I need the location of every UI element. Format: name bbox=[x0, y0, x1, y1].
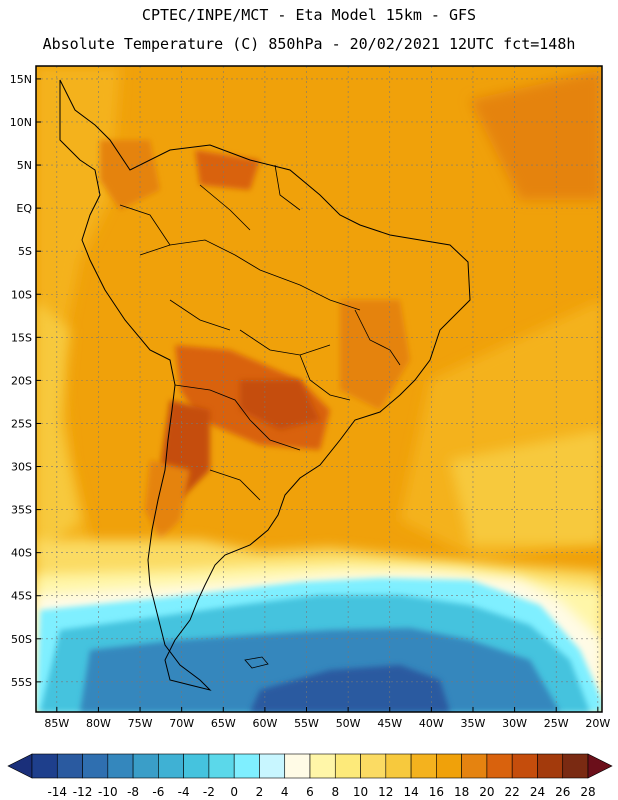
colorbar-box bbox=[486, 753, 513, 779]
atlantic-band-cool bbox=[450, 430, 602, 545]
colorbar-box bbox=[284, 753, 311, 779]
colorbar-box bbox=[259, 753, 286, 779]
colorbar-box bbox=[537, 753, 564, 779]
colorbar-boxes bbox=[7, 753, 613, 779]
lon-tick-label: 45W bbox=[377, 717, 402, 730]
lat-tick-label: 50S bbox=[11, 633, 32, 646]
lon-tick-label: 85W bbox=[44, 717, 69, 730]
colorbar-box bbox=[82, 753, 109, 779]
lat-tick-label: 35S bbox=[11, 504, 32, 517]
temperature-field bbox=[36, 66, 602, 712]
colorbar-box bbox=[410, 753, 437, 779]
colorbar-under-arrow bbox=[7, 753, 33, 779]
colorbar-label: -2 bbox=[203, 785, 215, 799]
colorbar-box bbox=[334, 753, 361, 779]
coastline bbox=[59, 79, 471, 691]
colorbar-box bbox=[562, 753, 589, 779]
colorbar-label: 0 bbox=[230, 785, 238, 799]
colorbar-box bbox=[385, 753, 412, 779]
colorbar-label: -8 bbox=[127, 785, 139, 799]
lon-tick-label: 20W bbox=[585, 717, 610, 730]
lon-tick-label: 60W bbox=[252, 717, 277, 730]
colorbar-label: -4 bbox=[178, 785, 190, 799]
colorbar-label: -6 bbox=[152, 785, 164, 799]
colorbar-box bbox=[436, 753, 462, 779]
colorbar-label: 6 bbox=[306, 785, 314, 799]
colorbar-label: 16 bbox=[429, 785, 444, 799]
colorbar-label: 26 bbox=[555, 785, 570, 799]
lat-tick-label: 10N bbox=[10, 116, 32, 129]
colorbar-box bbox=[233, 753, 260, 779]
colorbar-label: 4 bbox=[281, 785, 289, 799]
temperature-map: 15N 10N 5N EQ 5S 10S 15S 20S 25S 30S 35S 40S 45S 50S 5… bbox=[10, 65, 610, 730]
lon-tick-label: 55W bbox=[294, 717, 319, 730]
hot-core-venezuela bbox=[195, 150, 260, 190]
lat-tick-label: 5S bbox=[18, 245, 32, 258]
lon-tick-label: 65W bbox=[211, 717, 236, 730]
lat-tick-label: 25S bbox=[11, 417, 32, 430]
map-title-line-1: CPTEC/INPE/MCT - Eta Model 15km - GFS bbox=[141, 6, 477, 24]
colorbar-label: 12 bbox=[378, 785, 393, 799]
hot-core-north bbox=[100, 140, 160, 210]
colorbar: -14 -12 -10 -8 -6 -4 -2 0 2 4 6 8 10 12 14 16 18 20 22 24 26… bbox=[7, 753, 613, 799]
falkland-islands bbox=[244, 656, 269, 669]
hot-core-southeast bbox=[340, 300, 410, 410]
colorbar-label: -12 bbox=[73, 785, 93, 799]
colorbar-box bbox=[461, 753, 488, 779]
colorbar-labels: -14 -12 -10 -8 -6 -4 -2 0 2 4 6 8 10 12 14 16 18 20 22 24 26… bbox=[47, 785, 595, 799]
colorbar-label: 28 bbox=[580, 785, 595, 799]
country-borders bbox=[119, 164, 401, 501]
hot-core-andes bbox=[145, 460, 190, 540]
lat-tick-label: 40S bbox=[11, 547, 32, 560]
colorbar-box bbox=[208, 753, 235, 779]
colorbar-box bbox=[511, 753, 538, 779]
lon-tick-label: 40W bbox=[419, 717, 444, 730]
colorbar-label: 10 bbox=[353, 785, 368, 799]
graticule bbox=[36, 66, 602, 712]
colorbar-box bbox=[158, 753, 184, 779]
lat-tick-label: 15S bbox=[11, 331, 32, 344]
colorbar-label: -14 bbox=[47, 785, 67, 799]
longitude-ticks: 85W 80W 75W 70W 65W 60W 55W 50W 45W 40W 35W 30W 25W 2… bbox=[44, 707, 610, 730]
lat-tick-label: 45S bbox=[11, 590, 32, 603]
lon-tick-label: 80W bbox=[86, 717, 111, 730]
colorbar-over-arrow bbox=[587, 753, 613, 779]
hot-core-pantanal bbox=[240, 380, 320, 430]
colorbar-box bbox=[107, 753, 134, 779]
colorbar-label: 14 bbox=[403, 785, 418, 799]
colorbar-label: 24 bbox=[530, 785, 545, 799]
lat-tick-label: 5N bbox=[17, 159, 32, 172]
lat-tick-label: 20S bbox=[11, 374, 32, 387]
lat-tick-label: 30S bbox=[11, 461, 32, 474]
latitude-ticks: 15N 10N 5N EQ 5S 10S 15S 20S 25S 30S 35S 40S 45S 50S 5… bbox=[10, 73, 41, 689]
colorbar-box bbox=[56, 753, 83, 779]
lon-tick-label: 75W bbox=[128, 717, 153, 730]
colorbar-label: 8 bbox=[331, 785, 339, 799]
lon-tick-label: 30W bbox=[502, 717, 527, 730]
lon-tick-label: 35W bbox=[461, 717, 486, 730]
lat-tick-label: EQ bbox=[16, 202, 32, 215]
lat-tick-label: 55S bbox=[11, 676, 32, 689]
colorbar-box bbox=[31, 753, 58, 779]
pacific-band-cool bbox=[36, 300, 80, 560]
colorbar-label: 22 bbox=[505, 785, 520, 799]
band-minus-12 bbox=[250, 665, 450, 712]
lon-tick-label: 70W bbox=[169, 717, 194, 730]
lat-tick-label: 10S bbox=[11, 288, 32, 301]
colorbar-box bbox=[183, 753, 210, 779]
colorbar-box bbox=[360, 753, 387, 779]
colorbar-label: -10 bbox=[98, 785, 118, 799]
colorbar-box bbox=[132, 753, 159, 779]
colorbar-label: 20 bbox=[479, 785, 494, 799]
lon-tick-label: 50W bbox=[336, 717, 361, 730]
colorbar-box bbox=[309, 753, 336, 779]
north-atlantic-warm bbox=[470, 70, 602, 200]
plot-frame bbox=[35, 65, 603, 713]
lon-tick-label: 25W bbox=[544, 717, 569, 730]
colorbar-label: 18 bbox=[454, 785, 469, 799]
colorbar-label: 2 bbox=[256, 785, 264, 799]
lat-tick-label: 15N bbox=[10, 73, 32, 86]
map-title-line-2: Absolute Temperature (C) 850hPa - 20/02/… bbox=[42, 35, 576, 53]
